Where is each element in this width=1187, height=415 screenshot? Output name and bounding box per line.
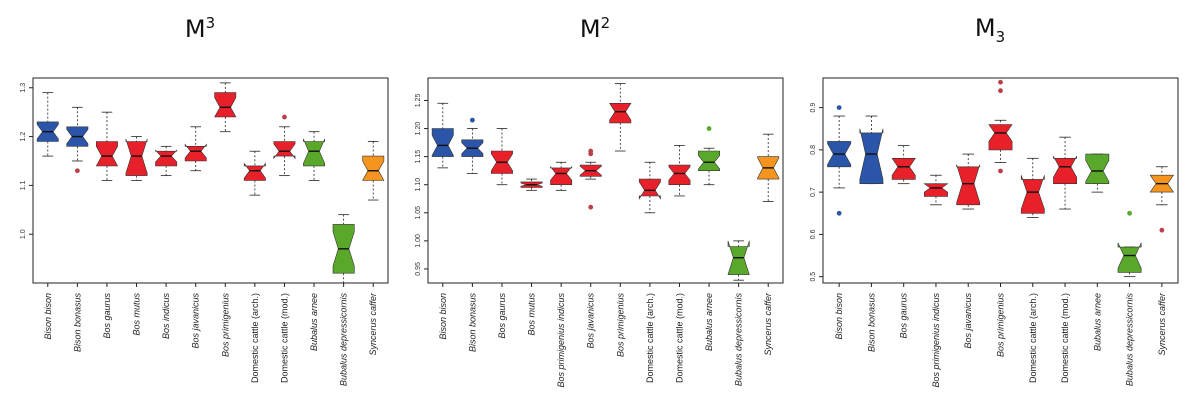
category-label: Bos gaurus	[899, 293, 909, 339]
category-label: Bison bonasus	[866, 293, 876, 353]
y-tick-label: 1.2	[20, 132, 27, 142]
category-label: Domestic cattle (mod.)	[1060, 293, 1070, 383]
chart-panel-1: M3 1.0 1.1 1.2 1.3 Bison bison Bison bonasus B…	[5, 0, 395, 415]
y-tick-label: 0.8	[810, 145, 817, 155]
y-tick-label: 1.0	[20, 229, 27, 239]
box-bison-bison	[431, 128, 454, 157]
category-label: Syncerus caffer	[763, 292, 773, 356]
outlier-point	[588, 151, 594, 157]
category-label: Bos primigenius	[615, 293, 625, 358]
box-bison-bonasus	[859, 128, 884, 184]
chart-title-3: M3	[974, 14, 1006, 46]
category-label: Bison bison	[834, 293, 844, 340]
category-label: Syncerus caffer	[1157, 292, 1167, 356]
outlier-point	[836, 105, 842, 110]
category-label: Bison bonasus	[467, 293, 477, 353]
box-bos-primigenius-indicus	[923, 183, 949, 197]
category-label: Domestic cattle (arch.)	[1028, 293, 1038, 383]
category-label: Bos javanicus	[963, 293, 973, 349]
category-label: Domestic cattle (mod.)	[674, 293, 684, 383]
box-plot-3: 0.5 0.6 0.7 0.8 0.9 Bison bison Bison bonasus B…	[810, 77, 1179, 388]
category-label: Bubalus depressicornis	[339, 293, 349, 387]
y-tick-label: 0.9	[810, 103, 817, 113]
outlier-point	[588, 204, 594, 210]
box-syncerus-caffer	[362, 155, 385, 181]
category-label: Bos indicus	[161, 293, 171, 340]
box-bos-mutus	[125, 138, 148, 176]
category-label: Bos gaurus	[497, 293, 507, 339]
y-tick-label: 1.15	[415, 150, 422, 164]
category-label: Domestic cattle (mod.)	[279, 293, 289, 383]
box-bos-gaurus	[95, 141, 119, 167]
category-label: Domestic cattle (arch.)	[645, 293, 655, 383]
y-tick-label: 1.1	[20, 180, 27, 190]
plot-frame	[32, 77, 389, 284]
y-tick-label: 1.3	[20, 83, 27, 93]
box-bubalus-arnee	[303, 138, 326, 167]
box-domestic-cattle-arch-	[243, 162, 266, 181]
box-bos-primigenius-indicus	[550, 165, 573, 185]
box-bos-gaurus	[891, 158, 916, 180]
outlier-point	[74, 168, 80, 174]
box-domestic-cattle-mod-	[1053, 156, 1078, 184]
plot-frame	[427, 77, 784, 284]
category-label: Bos primigenius	[996, 293, 1006, 358]
outlier-point	[282, 114, 287, 120]
category-label: Bos primigenius indicus	[931, 293, 941, 388]
category-label: Bos mutus	[132, 293, 142, 336]
category-label: Bos javanicus	[586, 293, 596, 349]
y-tick-label: 1.10	[415, 178, 422, 192]
box-plot-1: 1.0 1.1 1.2 1.3 Bison bison Bison bonasus Bos …	[20, 77, 389, 387]
outlier-point	[706, 126, 712, 131]
category-label: Syncerus caffer	[368, 292, 378, 356]
category-label: Bubalus arnee	[704, 293, 714, 351]
box-domestic-cattle-mod-	[273, 141, 296, 160]
category-label: Bos primigenius indicus	[556, 293, 566, 388]
box-bubalus-arnee	[698, 150, 721, 171]
outlier-point	[998, 79, 1003, 85]
box-plot-2: 0.95 1.00 1.05 1.10 1.15 1.20 1.25 Bison bison B…	[415, 77, 784, 388]
y-tick-label: 0.95	[415, 262, 422, 276]
box-bos-primigenius	[609, 103, 632, 124]
chart-panel-3: M3 0.5 0.6 0.7 0.8 0.9 Bison bison Bison bonas…	[795, 0, 1185, 415]
outlier-point	[836, 210, 842, 216]
box-bos-javanicus	[956, 164, 981, 206]
box-bubalus-arnee	[1085, 153, 1110, 184]
box-bos-primigenius	[214, 92, 237, 118]
y-tick-label: 0.5	[810, 272, 817, 282]
category-label: Bos mutus	[527, 293, 537, 336]
category-label: Bos primigenius	[220, 293, 230, 358]
outlier-point	[998, 88, 1003, 94]
category-label: Bison bison	[43, 293, 53, 340]
category-label: Bison bison	[438, 293, 448, 340]
box-bos-indicus	[155, 149, 178, 167]
y-tick-label: 1.05	[415, 206, 422, 220]
category-label: Bubalus arnee	[309, 293, 319, 351]
box-domestic-cattle-arch-	[1020, 175, 1045, 214]
category-label: Bos gaurus	[102, 293, 112, 339]
outlier-point	[469, 117, 475, 123]
box-bos-primigenius	[988, 124, 1013, 151]
box-domestic-cattle-arch-	[638, 178, 661, 200]
chart-title-1: M3	[184, 14, 216, 43]
chart-panel-2: M2 0.95 1.00 1.05 1.10 1.15 1.20 1.25 Bison bis…	[400, 0, 790, 415]
outlier-point	[1159, 227, 1165, 233]
category-label: Bison bonasus	[72, 293, 82, 353]
box-bubalus-depressicornis	[1117, 242, 1142, 273]
box-bos-javanicus	[184, 143, 207, 162]
category-label: Bubalus depressicornis	[734, 293, 744, 387]
category-label: Bubalus arnee	[1092, 293, 1102, 351]
outlier-point	[1127, 210, 1132, 216]
y-tick-label: 0.7	[810, 187, 817, 197]
category-label: Domestic cattle (arch.)	[250, 293, 260, 383]
outlier-point	[998, 168, 1003, 174]
y-tick-label: 1.00	[415, 234, 422, 248]
box-domestic-cattle-mod-	[668, 164, 691, 185]
y-tick-label: 1.25	[415, 94, 422, 108]
chart-title-2: M2	[579, 14, 611, 43]
y-tick-label: 0.6	[810, 229, 817, 239]
category-label: Bubalus depressicornis	[1125, 293, 1135, 387]
category-label: Bos javanicus	[191, 293, 201, 349]
y-tick-label: 1.20	[415, 122, 422, 136]
